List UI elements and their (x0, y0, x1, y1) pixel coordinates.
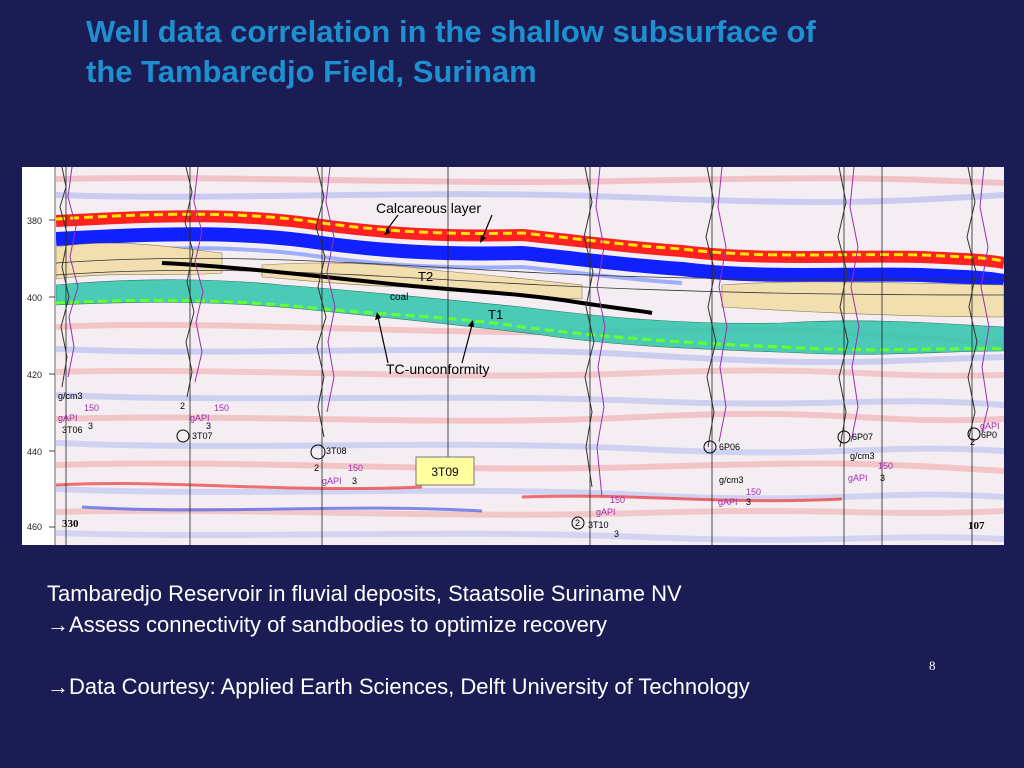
well-3T07-150: 150 (214, 403, 229, 413)
well-3T10-gapi: gAPI (596, 507, 616, 517)
well-6P06-150: 150 (746, 487, 761, 497)
red-reflector (56, 210, 1004, 269)
well-3T08-3: 3 (352, 476, 357, 486)
well-3T06-150: 150 (84, 403, 99, 413)
caption-line-3: →Data Courtesy: Applied Earth Sciences, … (47, 674, 750, 699)
well-log-3T08 (315, 167, 336, 545)
well-log-3T06 (59, 167, 79, 545)
well-6P06-id: 6P06 (719, 442, 740, 452)
t2-label: T2 (418, 269, 433, 284)
slide-title-line-2: the Tambaredjo Field, Surinam (86, 54, 537, 89)
well-3T07-marker-icon (176, 429, 190, 443)
slide-title-line-1: Well data correlation in the shallow sub… (86, 14, 816, 49)
well-3T08-marker-icon (310, 444, 326, 460)
well-3T10-id: 3T10 (588, 520, 609, 530)
caption-line-2: →Assess connectivity of sandbodies to op… (47, 612, 608, 637)
caption-spacer (47, 640, 947, 671)
seismic-correlation-figure: 380 400 420 440 460 (22, 167, 1004, 545)
corner-trace-left: 330 (62, 518, 79, 530)
well-6P06-marker-icon (703, 440, 717, 454)
depth-tick-440: 440 (27, 447, 42, 457)
well-6P07-150: 150 (878, 461, 893, 471)
sand-body-teal (56, 279, 1004, 355)
well-3T08-scale: 2 (314, 463, 319, 473)
coal-layer (161, 261, 653, 315)
well-6P06-gapi: gAPI (718, 497, 738, 507)
well-6P0-gapi: gAPI (980, 421, 1000, 431)
corner-trace-right: 107 (968, 520, 985, 532)
well-3T07-scale: 2 (180, 401, 185, 411)
well-6P07-3: 3 (880, 473, 885, 483)
depth-tick-420: 420 (27, 370, 42, 380)
blue-reflector (56, 227, 1004, 288)
well-3T06-scale: g/cm3 (58, 391, 83, 401)
depth-axis-strip (22, 167, 56, 545)
well-3T07-id: 3T07 (192, 431, 213, 441)
well-6P07-gapi: gAPI (848, 473, 868, 483)
page-number: 8 (929, 658, 936, 673)
well-3T10-marker-icon (571, 516, 585, 530)
well-3T09-label-box: 3T09 (415, 456, 475, 486)
t1-label: T1 (488, 307, 503, 322)
well-6P0-id: 6P0 (981, 430, 997, 440)
well-log-3T10 (583, 167, 606, 545)
well-3T07-3: 3 (206, 421, 211, 431)
depth-tick-400: 400 (27, 293, 42, 303)
well-log-3T07 (184, 167, 204, 545)
seismic-background (56, 167, 1004, 545)
depth-tick-460: 460 (27, 522, 42, 532)
well-6P07-marker-icon (837, 430, 851, 444)
tc-unconformity-horizon (56, 298, 1004, 352)
well-3T08-150: 150 (348, 463, 363, 473)
sand-body-tan-central (261, 262, 583, 300)
well-3T06-id: 3T06 (62, 425, 83, 435)
coal-label: coal (390, 292, 408, 303)
depth-tick-380: 380 (27, 216, 42, 226)
calcareous-horizon (56, 212, 1004, 263)
well-log-6P06 (705, 167, 728, 545)
well-log-6P07 (837, 167, 883, 545)
well-log-6P0 (966, 167, 990, 545)
well-3T10-3: 3 (614, 529, 619, 539)
well-6P0-marker-icon (967, 427, 981, 441)
well-3T08-id: 3T08 (326, 446, 347, 456)
calcareous-layer-label: Calcareous layer (376, 200, 481, 216)
well-6P07-scale: g/cm3 (850, 451, 875, 461)
caption-line-1: Tambaredjo Reservoir in fluvial deposits… (47, 581, 682, 606)
well-3T06-3: 3 (88, 421, 93, 431)
well-6P06-scale: g/cm3 (719, 475, 744, 485)
well-3T06-gapi: gAPI (58, 413, 78, 423)
well-6P07-id: 6P07 (852, 432, 873, 442)
well-3T10-150: 150 (610, 495, 625, 505)
caption: Tambaredjo Reservoir in fluvial deposits… (47, 578, 947, 702)
well-3T07-gapi: gAPI (190, 413, 210, 423)
sand-body-tan-east (721, 281, 1004, 318)
tc-unconformity-label: TC-unconformity (386, 361, 489, 377)
well-3T10-scale: 2 (575, 518, 580, 528)
well-3T09-id: 3T09 (431, 465, 459, 479)
well-6P0-scale: 2 (970, 437, 975, 447)
seismic-section: 380 400 420 440 460 (22, 167, 1004, 545)
well-6P06-3: 3 (746, 497, 751, 507)
well-3T08-gapi: gAPI (322, 476, 342, 486)
slide-title: Well data correlation in the shallow sub… (86, 12, 986, 92)
